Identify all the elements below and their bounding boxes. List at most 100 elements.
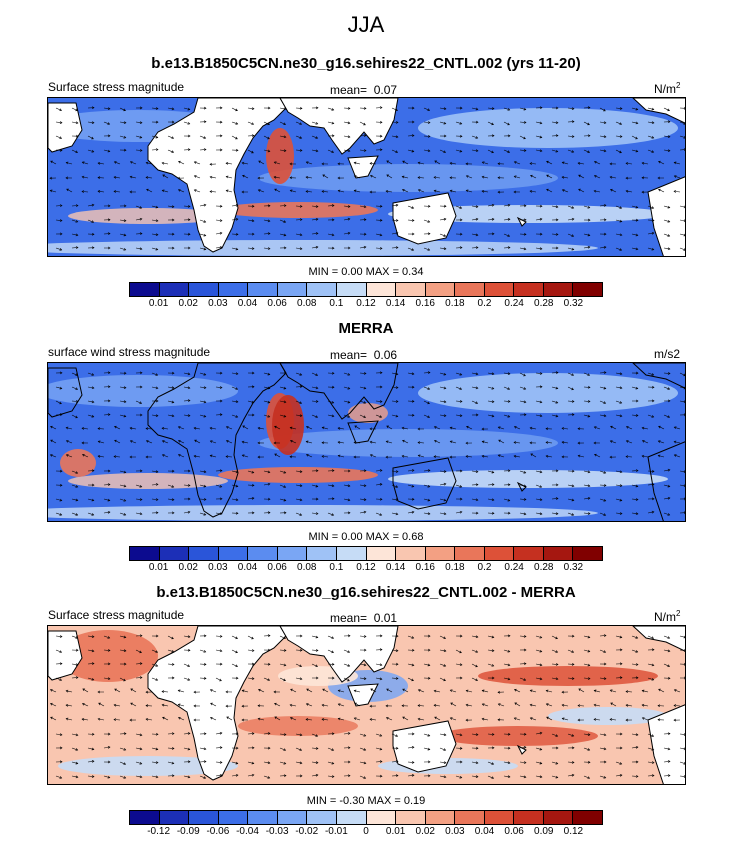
wind-arrow (471, 233, 478, 236)
wind-arrow-head (363, 734, 367, 737)
coastline (147, 626, 287, 781)
wind-arrow-head (465, 189, 469, 193)
wind-arrow-head (75, 748, 79, 751)
wind-arrow (418, 455, 425, 458)
wind-arrow (615, 470, 622, 473)
wind-arrow-head (209, 426, 213, 430)
coastline (48, 367, 83, 418)
wind-arrow (247, 649, 254, 652)
wind-arrow (183, 733, 190, 735)
wind-arrow-head (241, 190, 245, 194)
wind-arrow-head (475, 372, 479, 376)
wind-arrow (674, 426, 681, 430)
wind-arrow-head (251, 107, 255, 110)
wind-arrow-head (97, 440, 101, 444)
colorbar-tick-label: 0.28 (534, 562, 554, 573)
wind-arrow-head (546, 716, 549, 720)
wind-arrow (439, 677, 446, 681)
wind-arrow (210, 176, 217, 179)
wind-arrow-head (107, 232, 111, 236)
wind-arrow-head (363, 218, 367, 222)
wind-arrow (194, 427, 201, 430)
wind-arrow (119, 400, 126, 403)
wind-arrow-head (107, 218, 111, 222)
wind-arrow (167, 484, 174, 488)
wind-arrow-head (434, 716, 437, 720)
wind-arrow (327, 649, 334, 653)
wind-arrow-head (203, 676, 207, 680)
wind-arrow (87, 635, 94, 638)
wind-arrow-head (491, 470, 495, 474)
panel-mean-model: mean= 0.07 (330, 83, 397, 97)
wind-arrow-head (187, 648, 191, 652)
wind-arrow-head (251, 761, 255, 765)
wind-arrow-head (497, 454, 501, 458)
wind-arrow-head (610, 702, 614, 706)
wind-arrow (498, 703, 505, 707)
wind-arrow-head (385, 189, 389, 193)
wind-arrow (311, 774, 318, 777)
wind-arrow-head (475, 511, 479, 515)
wind-arrow (503, 218, 510, 221)
wind-arrow-head (91, 149, 95, 153)
wind-arrow (530, 175, 537, 179)
wind-arrow (290, 190, 297, 193)
wind-arrow-head (219, 386, 223, 389)
wind-arrow (631, 498, 638, 500)
wind-arrow (535, 775, 542, 778)
wind-arrow-head (129, 190, 133, 194)
wind-arrow-head (91, 760, 95, 763)
wind-arrow (119, 470, 126, 473)
wind-arrow-head (491, 218, 495, 221)
wind-arrow-head (635, 650, 639, 653)
wind-arrow (119, 677, 126, 682)
wind-arrow (535, 512, 542, 515)
wind-arrow-head (427, 469, 431, 472)
wind-arrow (295, 498, 302, 501)
wind-arrow (103, 484, 111, 486)
wind-arrow-head (155, 483, 159, 486)
wind-arrow (295, 372, 302, 376)
wind-arrow (658, 455, 665, 458)
wind-arrow-head (641, 717, 645, 720)
wind-arrow-head (363, 663, 367, 667)
wind-arrow-head (411, 774, 415, 777)
wind-arrow (535, 470, 542, 473)
colorbar-box-6 (307, 547, 337, 560)
wind-arrow (263, 733, 270, 735)
wind-arrow-head (209, 689, 213, 692)
wind-arrow (679, 247, 685, 251)
wind-arrow (386, 717, 393, 721)
wind-arrow-head (523, 732, 527, 736)
wind-arrow-head (539, 761, 543, 765)
wind-arrow-head (571, 400, 575, 403)
wind-arrow-head (395, 774, 399, 778)
wind-arrow-head (203, 484, 207, 488)
wind-arrow (439, 233, 446, 237)
wind-arrow (679, 747, 685, 750)
wind-arrow (82, 454, 89, 458)
wind-arrow (119, 247, 126, 251)
wind-arrow-head (321, 718, 325, 721)
wind-arrow-head (667, 468, 671, 472)
wind-arrow (663, 219, 670, 223)
wind-arrow-head (625, 176, 629, 180)
wind-arrow-head (603, 108, 606, 112)
wind-arrow-head (369, 440, 373, 444)
wind-arrow-head (145, 704, 149, 708)
wind-arrow-head (523, 413, 527, 417)
wind-arrow-head (129, 718, 133, 722)
wind-arrow (503, 400, 511, 402)
wind-arrow (295, 247, 302, 250)
wind-arrow (439, 400, 446, 403)
wind-arrow (487, 484, 495, 486)
wind-arrow (87, 135, 94, 140)
wind-arrow-head (459, 246, 463, 250)
wind-arrow-head (235, 136, 238, 140)
wind-arrow-head (123, 219, 127, 222)
wind-arrow (439, 386, 446, 389)
wind-arrow-head (523, 149, 527, 152)
wind-arrow-head (475, 746, 479, 750)
wind-arrow-head (385, 717, 389, 720)
wind-arrow (391, 498, 398, 501)
